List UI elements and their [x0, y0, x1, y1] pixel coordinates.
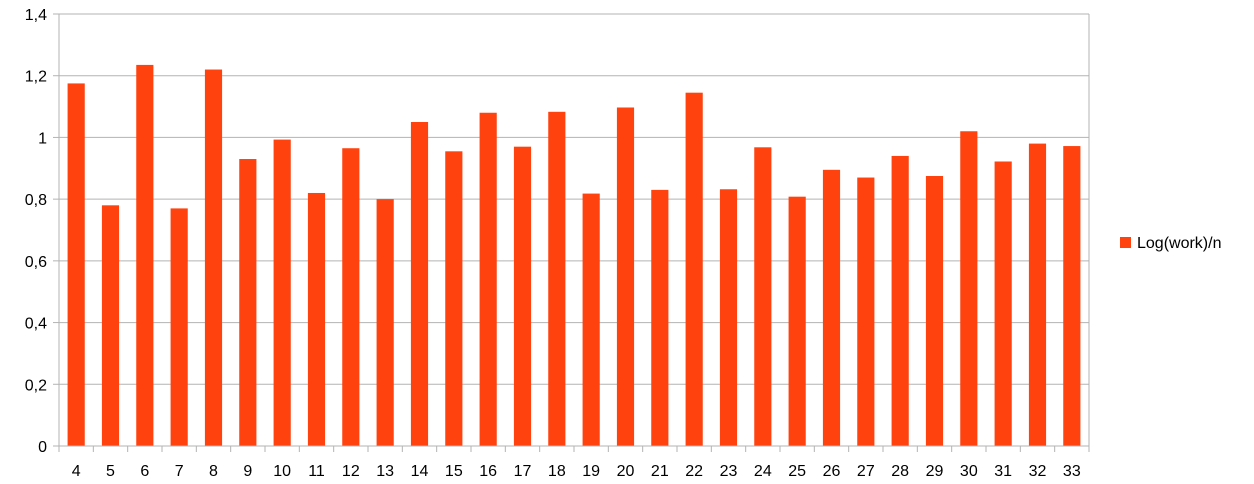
bar: [994, 161, 1012, 447]
x-tick-label: 21: [651, 463, 669, 480]
x-tick-label: 28: [891, 463, 909, 480]
x-tick-label: 9: [243, 463, 252, 480]
x-tick-label: 26: [823, 463, 841, 480]
bar: [1063, 146, 1081, 446]
x-tick-label: 7: [175, 463, 184, 480]
y-tick-label: 0,4: [25, 316, 47, 333]
y-tick-label: 0,6: [25, 254, 47, 271]
x-tick-label: 5: [106, 463, 115, 480]
bar: [788, 196, 806, 446]
bar: [410, 122, 429, 446]
y-tick-label: 0: [38, 439, 47, 456]
x-tick-label: 17: [514, 463, 532, 480]
x-tick-label: 24: [754, 463, 772, 480]
x-tick-label: 30: [960, 463, 978, 480]
bar: [307, 192, 326, 446]
bar: [685, 92, 703, 446]
bar: [891, 155, 909, 446]
x-axis-ticks: 4 5 6 7 8 9 10 11 12 13 14 15 16 17 18 19 20 21 22 23 24 25 26…: [72, 463, 1081, 480]
y-tick-label: 0,8: [25, 192, 47, 209]
bar: [513, 146, 532, 446]
bar: [170, 208, 188, 446]
bar: [239, 159, 257, 446]
x-tick-label: 10: [273, 463, 291, 480]
bar: [204, 69, 223, 447]
x-tick-label: 16: [479, 463, 497, 480]
bar: [582, 193, 600, 446]
x-tick-label: 20: [617, 463, 635, 480]
bar: [960, 131, 978, 446]
bar: [719, 189, 738, 447]
gridlines: [53, 13, 1090, 447]
bars: [67, 64, 1081, 447]
x-tick-label: 31: [994, 463, 1012, 480]
bar: [857, 177, 875, 447]
x-tick-label: 33: [1063, 463, 1081, 480]
bar: [67, 83, 85, 446]
x-tick-label: 19: [582, 463, 600, 480]
x-tick-label: 25: [788, 463, 806, 480]
bar: [754, 147, 772, 446]
x-tick-label: 8: [209, 463, 218, 480]
x-tick-label: 32: [1029, 463, 1047, 480]
x-tick-label: 27: [857, 463, 875, 480]
bar: [548, 111, 566, 447]
x-axis: [58, 445, 1090, 452]
bar: [822, 169, 841, 447]
x-tick-label: 6: [140, 463, 149, 480]
bar: [376, 199, 394, 446]
y-tick-label: 1,2: [25, 69, 47, 86]
bar: [273, 139, 291, 447]
bar: [1028, 143, 1047, 446]
x-tick-label: 12: [342, 463, 360, 480]
x-tick-label: 23: [720, 463, 738, 480]
bar: [925, 176, 944, 446]
x-tick-label: 29: [926, 463, 944, 480]
x-tick-label: 11: [308, 463, 325, 480]
bar: [651, 189, 669, 446]
y-tick-label: 1: [38, 130, 47, 147]
x-tick-label: 4: [72, 463, 81, 480]
x-tick-label: 14: [411, 463, 429, 480]
y-axis-ticks: 0 0,2 0,4 0,6 0,8 1 1,2 1,4: [25, 7, 47, 456]
y-tick-label: 0,2: [25, 377, 47, 394]
bar: [136, 64, 154, 447]
x-tick-label: 22: [685, 463, 703, 480]
bar: [616, 107, 635, 447]
x-tick-label: 18: [548, 463, 566, 480]
legend-swatch: [1120, 237, 1131, 248]
bar: [445, 151, 463, 447]
y-tick-label: 1,4: [25, 7, 47, 24]
x-tick-label: 13: [376, 463, 394, 480]
bar: [101, 205, 120, 446]
legend: Log(work)/n: [1120, 235, 1221, 252]
bar: [342, 148, 360, 446]
x-tick-label: 15: [445, 463, 463, 480]
legend-label: Log(work)/n: [1137, 235, 1221, 252]
bar: [479, 112, 497, 446]
